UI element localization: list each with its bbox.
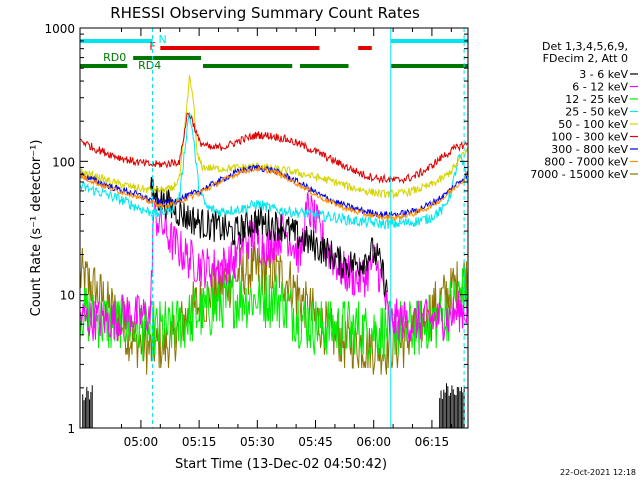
- series-7000-15000-kev: [79, 241, 469, 375]
- x-tick-label: 06:00: [356, 435, 391, 449]
- flag-label-f: F: [149, 40, 155, 53]
- y-tick-label: 10: [60, 289, 75, 303]
- flag-label-rd0: RD0: [103, 51, 126, 64]
- y-tick-label: 1: [67, 422, 75, 436]
- legend-entry-6-12-kev: 6 - 12 keV: [572, 81, 628, 94]
- legend-entry-3-6-kev: 3 - 6 keV: [579, 68, 628, 81]
- legend-entry-12-25-kev: 12 - 25 keV: [565, 93, 628, 106]
- flag-label-n: N: [159, 33, 167, 46]
- x-tick-label: 05:45: [298, 435, 333, 449]
- flag-rd4: RD4: [80, 59, 468, 72]
- chart-title: RHESSI Observing Summary Count Rates: [110, 4, 420, 22]
- flag-rd0: RD0: [103, 51, 202, 64]
- x-tick-label: 05:15: [182, 435, 217, 449]
- x-tick-label: 06:15: [415, 435, 450, 449]
- legend-entry-300-800-kev: 300 - 800 keV: [551, 143, 628, 156]
- series-12-25-kev: [79, 267, 469, 362]
- series-50-100-kev: [79, 75, 469, 200]
- x-axis-label: Start Time (13-Dec-02 04:50:42): [175, 457, 387, 472]
- x-tick-label: 05:00: [124, 435, 159, 449]
- observing-flags: NF RD0 RD4: [80, 33, 468, 72]
- legend-entry-7000-15000-kev: 7000 - 15000 keV: [530, 168, 628, 181]
- plot-frame: [79, 27, 469, 429]
- legend-entry-25-50-kev: 25 - 50 keV: [565, 106, 628, 119]
- legend-entry-100-300-kev: 100 - 300 keV: [551, 131, 628, 144]
- legend-entry-50-100-kev: 50 - 100 keV: [558, 118, 628, 131]
- series-100-300-kev: [79, 112, 469, 185]
- flag-label-rd4: RD4: [138, 59, 161, 72]
- x-tick-label: 05:30: [240, 435, 275, 449]
- legend-header-line: Det 1,3,4,5,6,9,: [542, 40, 628, 53]
- series-3-6-kev: [150, 176, 388, 298]
- y-axis-label: Count Rate (s⁻¹ detector⁻¹): [29, 140, 44, 317]
- timestamp: 22-Oct-2021 12:18: [560, 468, 636, 477]
- flag-f: F: [149, 40, 372, 53]
- y-tick-label: 1000: [44, 22, 75, 36]
- legend: Det 1,3,4,5,6,9,FDecim 2, Att 0 3 - 6 keV…: [530, 40, 638, 181]
- flag-n: N: [80, 33, 468, 46]
- series-layer: [79, 75, 469, 428]
- saa-night-boundaries: [152, 28, 465, 428]
- series-3-6-kev-dropouts: [82, 383, 465, 428]
- y-tick-label: 100: [52, 155, 75, 169]
- legend-entry-800-7000-kev: 800 - 7000 keV: [544, 156, 628, 169]
- legend-header-line: FDecim 2, Att 0: [543, 52, 628, 65]
- series-800-7000-kev: [79, 166, 469, 222]
- series-25-50-kev: [79, 112, 469, 231]
- axes: 05:00 05:15 05:30 05:45 06:00 06:15 1 10 100 1000: [44, 22, 468, 449]
